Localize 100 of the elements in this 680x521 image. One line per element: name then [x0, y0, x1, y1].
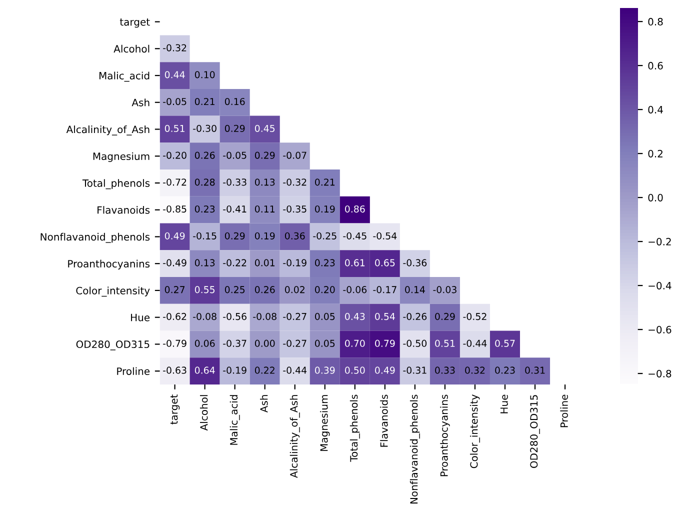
data-label: -0.17 — [373, 286, 396, 294]
data-label: 0.29 — [435, 312, 455, 320]
data-label: 0.61 — [345, 259, 365, 266]
x-tick-label: OD280_OD315 — [530, 395, 540, 468]
color-bar-label: −0.4 — [648, 282, 672, 290]
data-label: 0.50 — [345, 366, 365, 374]
data-label: 0.22 — [254, 366, 274, 374]
data-label: 0.05 — [315, 312, 335, 320]
data-label: -0.62 — [163, 312, 186, 320]
data-label: 0.44 — [164, 71, 185, 78]
data-label: 0.14 — [405, 286, 425, 294]
data-label: 0.13 — [194, 259, 215, 266]
data-label: -0.44 — [283, 366, 307, 374]
x-tick-label: Proline — [560, 394, 568, 428]
data-label: 0.16 — [224, 98, 245, 106]
data-label: -0.85 — [163, 205, 186, 213]
y-tick-label: Nonflavanoid_phenols — [40, 232, 150, 243]
data-label: 0.64 — [194, 366, 215, 374]
x-tick-label: Malic_acid — [230, 395, 240, 445]
data-label: 0.70 — [345, 340, 365, 347]
y-tick-label: Alcalinity_of_Ash — [66, 125, 150, 136]
data-label: 0.29 — [254, 152, 275, 159]
color-bar-label: 0.4 — [648, 106, 663, 114]
data-label: 0.51 — [164, 124, 184, 132]
y-tick-label: Color_intensity — [76, 286, 150, 297]
data-label: 0.36 — [284, 232, 305, 240]
color-bar-label: 0.6 — [648, 62, 663, 70]
data-label: -0.06 — [343, 286, 367, 294]
data-label: 0.06 — [194, 340, 215, 347]
data-label: -0.20 — [163, 152, 186, 159]
y-tick-label: Proline — [117, 367, 150, 376]
data-label: -0.05 — [223, 152, 246, 159]
data-label: 0.43 — [345, 312, 365, 320]
x-tick-label: Total_phenols — [350, 394, 360, 462]
data-label: -0.56 — [223, 312, 246, 320]
data-label: 0.26 — [194, 152, 215, 159]
x-tick-label: Ash — [260, 395, 268, 413]
data-label: -0.19 — [283, 259, 306, 266]
data-label: -0.07 — [283, 152, 306, 159]
data-label: -0.50 — [403, 340, 427, 347]
data-label: 0.49 — [164, 232, 185, 240]
data-label: 0.32 — [465, 366, 485, 374]
data-label: 0.20 — [315, 286, 335, 294]
data-label: 0.31 — [525, 366, 545, 374]
data-label: -0.22 — [223, 259, 246, 266]
data-label: 0.05 — [315, 340, 335, 347]
color-bar-label: 0.2 — [648, 150, 662, 158]
data-label: -0.08 — [193, 312, 216, 320]
data-label: 0.54 — [375, 312, 395, 320]
y-tick-label: Malic_acid — [99, 72, 150, 82]
data-label: -0.31 — [403, 366, 426, 374]
data-label: -0.41 — [223, 205, 246, 213]
y-tick-label: Proanthocyanins — [68, 260, 150, 270]
color-bar-label: −0.8 — [648, 370, 672, 378]
data-label: -0.30 — [193, 124, 216, 132]
color-bar-label: −0.6 — [648, 326, 672, 334]
data-label: 0.01 — [254, 259, 274, 266]
data-label: -0.63 — [163, 366, 186, 374]
y-tick-label: Total_phenols — [82, 179, 150, 190]
data-label: 0.19 — [315, 205, 335, 213]
data-label: 0.10 — [194, 71, 215, 78]
x-tick-label: Magnesium — [320, 395, 330, 451]
data-label: -0.15 — [193, 232, 216, 240]
data-label: -0.54 — [373, 232, 397, 240]
data-label: 0.23 — [315, 259, 335, 266]
data-label: 0.26 — [254, 286, 275, 294]
x-tick-label: Flavanoids — [380, 394, 388, 447]
color-bar-label: 0.0 — [648, 194, 663, 202]
data-label: -0.19 — [223, 366, 246, 374]
y-tick-label: target — [120, 18, 150, 28]
y-tick-label: Ash — [132, 98, 150, 106]
data-label: 0.28 — [194, 178, 215, 186]
data-label: -0.03 — [433, 286, 456, 294]
data-label: -0.32 — [163, 44, 186, 52]
x-tick-label: Hue — [500, 394, 508, 414]
data-label: -0.27 — [283, 312, 306, 320]
data-label: 0.21 — [315, 178, 335, 186]
data-label: -0.35 — [283, 205, 306, 213]
data-label: -0.33 — [223, 178, 246, 186]
data-label: -0.27 — [283, 340, 306, 347]
data-label: 0.25 — [224, 286, 245, 294]
data-label: 0.49 — [375, 366, 395, 374]
data-label: 0.79 — [375, 340, 395, 347]
data-label: -0.79 — [163, 340, 186, 347]
data-label: 0.33 — [435, 366, 455, 374]
y-tick-label: Alcohol — [114, 44, 150, 53]
data-label: -0.08 — [253, 312, 276, 320]
data-label: -0.36 — [403, 259, 427, 266]
x-tick-label: Proanthocyanins — [440, 394, 450, 476]
data-label: 0.29 — [224, 232, 245, 240]
data-label: 0.65 — [375, 259, 395, 266]
data-label: 0.27 — [164, 286, 185, 294]
data-label: -0.25 — [313, 232, 336, 240]
data-label: 0.02 — [284, 286, 304, 294]
color-bar-label: 0.8 — [648, 18, 663, 26]
x-tick-label: Color_intensity — [470, 394, 480, 468]
y-tick-label: Flavanoids — [98, 206, 150, 214]
data-label: 0.86 — [345, 205, 365, 213]
x-tick-label: Alcohol — [200, 395, 208, 431]
data-label: -0.05 — [163, 98, 186, 106]
